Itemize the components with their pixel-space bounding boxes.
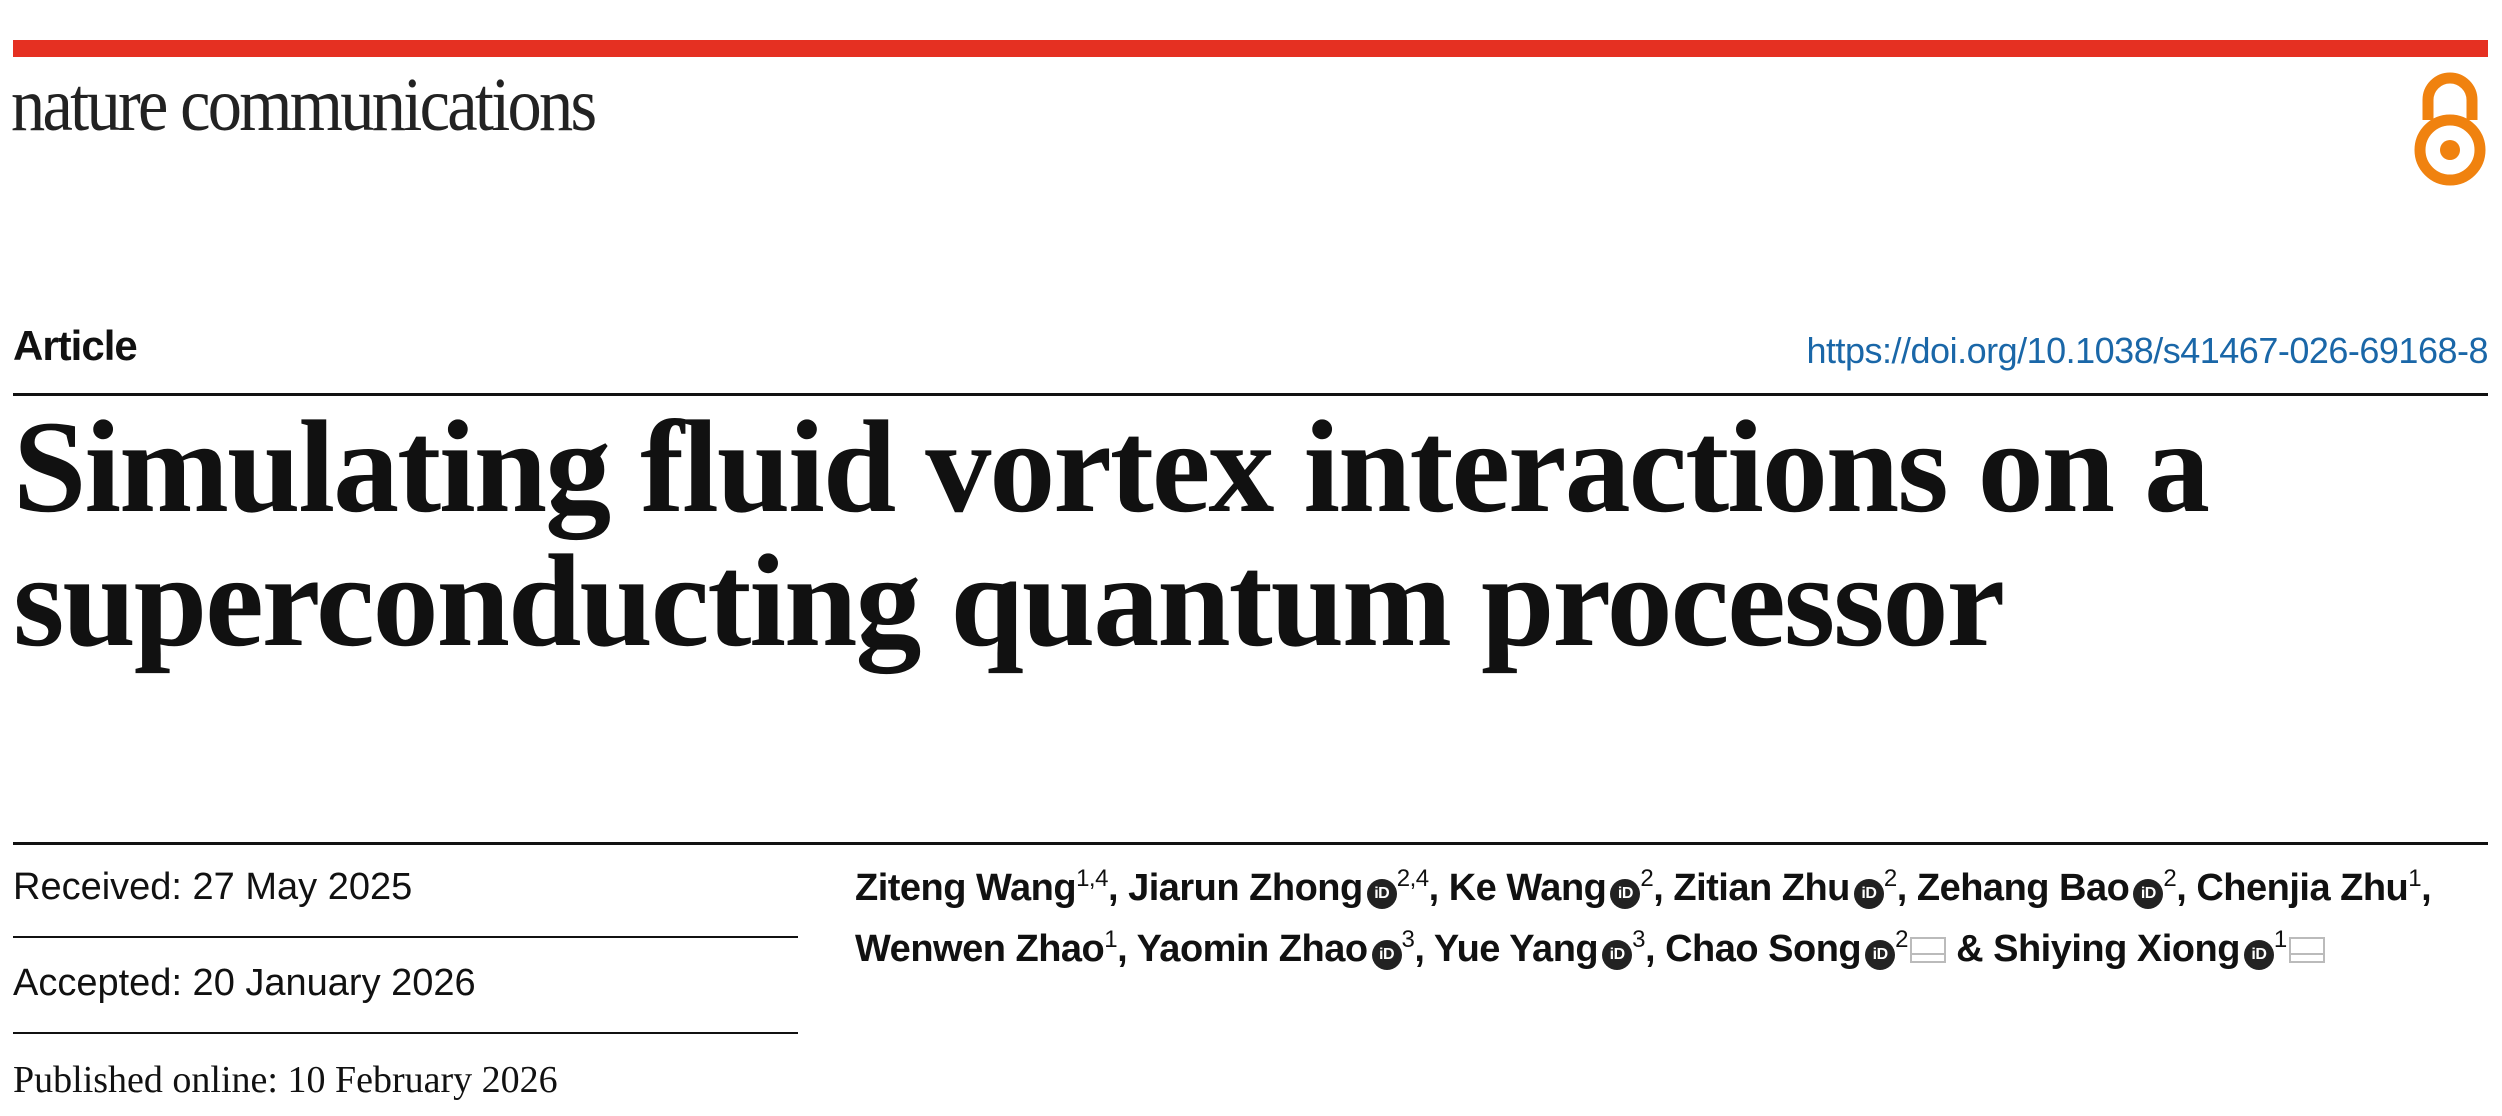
accepted-date: Accepted: 20 January 2026	[13, 962, 476, 1004]
author-name[interactable]: Yue Yang	[1433, 928, 1599, 970]
journal-logo[interactable]: nature communications	[11, 63, 597, 147]
title-line: superconducting quantum processor	[13, 527, 2005, 674]
orcid-icon[interactable]: iD	[1610, 879, 1641, 909]
author-name[interactable]: Yaomin Zhao	[1136, 928, 1368, 970]
open-access-icon	[2414, 72, 2486, 186]
title-line: Simulating fluid vortex interactions on …	[13, 393, 2210, 540]
affiliation-number[interactable]: 3	[1632, 926, 1645, 953]
affiliation-number[interactable]: 2	[1883, 865, 1897, 892]
published-date: Published online: 10 February 2026	[13, 1059, 558, 1101]
author[interactable]: Chao Song iD2	[1665, 926, 1947, 970]
email-icon[interactable]	[2288, 937, 2325, 963]
author-name[interactable]: Jiarun Zhong	[1128, 867, 1363, 909]
divider	[13, 393, 2488, 396]
orcid-icon[interactable]: iD	[1371, 940, 1402, 970]
author[interactable]: Ke Wang iD2	[1449, 867, 1654, 909]
affiliation-number[interactable]: 1	[2408, 865, 2422, 892]
ampersand: &	[1956, 928, 1984, 970]
divider	[13, 1032, 798, 1034]
orcid-icon[interactable]: iD	[1366, 879, 1397, 909]
author-name[interactable]: Ziteng Wang	[855, 867, 1077, 909]
affiliation-number[interactable]: 1	[1104, 926, 1118, 953]
author-name[interactable]: Chenjia Zhu	[2196, 867, 2409, 909]
author[interactable]: Shiying Xiong iD1	[1993, 928, 2325, 970]
article-type: Article	[13, 322, 138, 369]
divider	[13, 936, 798, 938]
author-name[interactable]: Zitian Zhu	[1673, 867, 1850, 909]
orcid-icon[interactable]: iD	[1602, 940, 1633, 970]
received-date: Received: 27 May 2025	[13, 866, 413, 908]
author-name[interactable]: Chao Song	[1665, 928, 1862, 970]
affiliation-number[interactable]: 1,4	[1076, 865, 1108, 892]
affiliation-number[interactable]: 2	[1895, 926, 1909, 953]
affiliation-number[interactable]: 1	[2273, 926, 2287, 953]
affiliation-number[interactable]: 2,4	[1396, 865, 1429, 892]
author[interactable]: Zehang Bao iD2	[1916, 865, 2177, 909]
author[interactable]: Zitian Zhu iD2	[1673, 865, 1897, 909]
author[interactable]: Jiarun Zhong iD2,4	[1128, 867, 1429, 909]
author-name[interactable]: Zehang Bao	[1916, 867, 2130, 909]
orcid-icon[interactable]: iD	[1853, 879, 1884, 909]
orcid-icon[interactable]: iD	[2243, 940, 2274, 970]
affiliation-number[interactable]: 3	[1401, 926, 1415, 953]
affiliation-number[interactable]: 2	[2163, 865, 2177, 892]
author[interactable]: Yaomin Zhao iD3	[1137, 928, 1415, 970]
author-list: Ziteng Wang1,4, Jiarun Zhong iD2,4, Ke Wa…	[855, 865, 2432, 971]
orcid-icon[interactable]: iD	[1865, 940, 1896, 970]
brand-bar	[13, 40, 2488, 57]
author[interactable]: Chenjia Zhu1	[2196, 865, 2422, 910]
doi-link[interactable]: https://doi.org/10.1038/s41467-026-69168…	[1806, 330, 2488, 371]
article-title: Simulating fluid vortex interactions on …	[13, 400, 2483, 668]
author[interactable]: Yue Yang iD3	[1434, 928, 1645, 970]
author-name[interactable]: Shiying Xiong	[1993, 928, 2240, 970]
orcid-icon[interactable]: iD	[2133, 879, 2164, 909]
author-name[interactable]: Ke Wang	[1448, 867, 1607, 909]
author[interactable]: Wenwen Zhao1	[855, 926, 1118, 971]
author[interactable]: Ziteng Wang1,4	[855, 865, 1108, 910]
email-icon[interactable]	[1910, 937, 1947, 963]
affiliation-number[interactable]: 2	[1640, 865, 1654, 892]
author-name[interactable]: Wenwen Zhao	[855, 928, 1105, 970]
divider	[13, 842, 2488, 845]
